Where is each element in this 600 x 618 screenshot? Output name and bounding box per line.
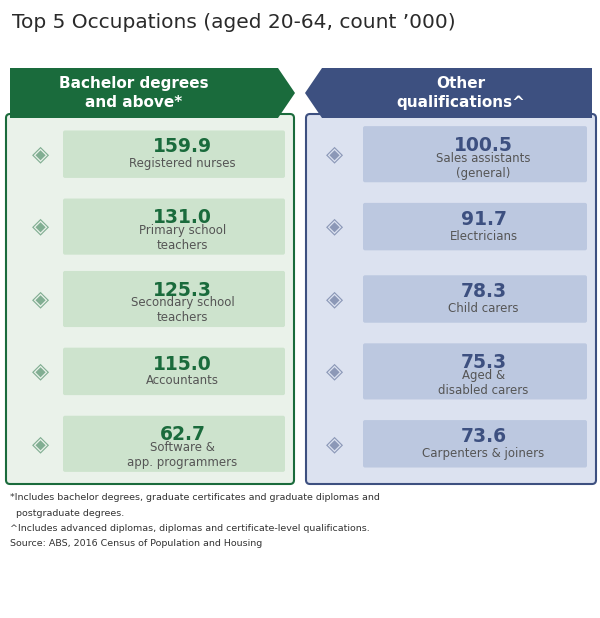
Text: 100.5: 100.5 bbox=[454, 136, 513, 155]
Text: ◈: ◈ bbox=[31, 216, 49, 237]
FancyBboxPatch shape bbox=[6, 114, 294, 484]
Text: 73.6: 73.6 bbox=[460, 427, 506, 446]
Polygon shape bbox=[10, 68, 295, 118]
Text: 115.0: 115.0 bbox=[153, 355, 212, 373]
Text: 62.7: 62.7 bbox=[160, 425, 205, 444]
Text: Top 5 Occupations (aged 20-64, count ’000): Top 5 Occupations (aged 20-64, count ’00… bbox=[12, 13, 455, 32]
Text: ◈: ◈ bbox=[31, 144, 49, 164]
Text: Primary school
teachers: Primary school teachers bbox=[139, 224, 226, 252]
Text: ◈: ◈ bbox=[326, 216, 344, 237]
Text: Electricians: Electricians bbox=[449, 230, 518, 243]
Text: 125.3: 125.3 bbox=[153, 281, 212, 300]
Text: Registered nurses: Registered nurses bbox=[129, 157, 236, 170]
FancyBboxPatch shape bbox=[363, 275, 587, 323]
Text: ◈: ◈ bbox=[326, 434, 344, 454]
FancyBboxPatch shape bbox=[363, 203, 587, 250]
Text: Secondary school
teachers: Secondary school teachers bbox=[131, 297, 235, 324]
Text: ◈: ◈ bbox=[326, 289, 344, 309]
Text: Sales assistants
(general): Sales assistants (general) bbox=[436, 151, 531, 180]
Text: ◈: ◈ bbox=[326, 362, 344, 381]
Text: 159.9: 159.9 bbox=[153, 137, 212, 156]
Text: 78.3: 78.3 bbox=[460, 282, 506, 301]
Text: ◈: ◈ bbox=[326, 144, 344, 164]
Text: Software &
app. programmers: Software & app. programmers bbox=[127, 441, 238, 469]
Text: Bachelor degrees
and above*: Bachelor degrees and above* bbox=[59, 76, 209, 110]
Text: ^Includes advanced diplomas, diplomas and certificate-level qualifications.: ^Includes advanced diplomas, diplomas an… bbox=[10, 524, 370, 533]
FancyBboxPatch shape bbox=[363, 126, 587, 182]
Text: *Includes bachelor degrees, graduate certificates and graduate diplomas and: *Includes bachelor degrees, graduate cer… bbox=[10, 493, 380, 502]
Text: Accountants: Accountants bbox=[146, 375, 219, 387]
FancyBboxPatch shape bbox=[63, 198, 285, 255]
FancyBboxPatch shape bbox=[63, 348, 285, 395]
FancyBboxPatch shape bbox=[63, 416, 285, 472]
Polygon shape bbox=[305, 68, 592, 118]
Text: 75.3: 75.3 bbox=[460, 353, 506, 372]
FancyBboxPatch shape bbox=[363, 344, 587, 399]
FancyBboxPatch shape bbox=[63, 271, 285, 327]
Text: Child carers: Child carers bbox=[448, 302, 519, 315]
Text: Other
qualifications^: Other qualifications^ bbox=[397, 76, 526, 110]
Text: ◈: ◈ bbox=[31, 289, 49, 309]
FancyBboxPatch shape bbox=[63, 130, 285, 178]
Text: Source: ABS, 2016 Census of Population and Housing: Source: ABS, 2016 Census of Population a… bbox=[10, 540, 262, 549]
Text: ◈: ◈ bbox=[31, 434, 49, 454]
FancyBboxPatch shape bbox=[306, 114, 596, 484]
Text: Aged &
disabled carers: Aged & disabled carers bbox=[439, 369, 529, 397]
Text: ◈: ◈ bbox=[31, 362, 49, 381]
Text: Carpenters & joiners: Carpenters & joiners bbox=[422, 447, 545, 460]
FancyBboxPatch shape bbox=[363, 420, 587, 468]
Text: 91.7: 91.7 bbox=[461, 210, 506, 229]
Text: postgraduate degrees.: postgraduate degrees. bbox=[10, 509, 124, 517]
Text: 131.0: 131.0 bbox=[153, 208, 212, 227]
